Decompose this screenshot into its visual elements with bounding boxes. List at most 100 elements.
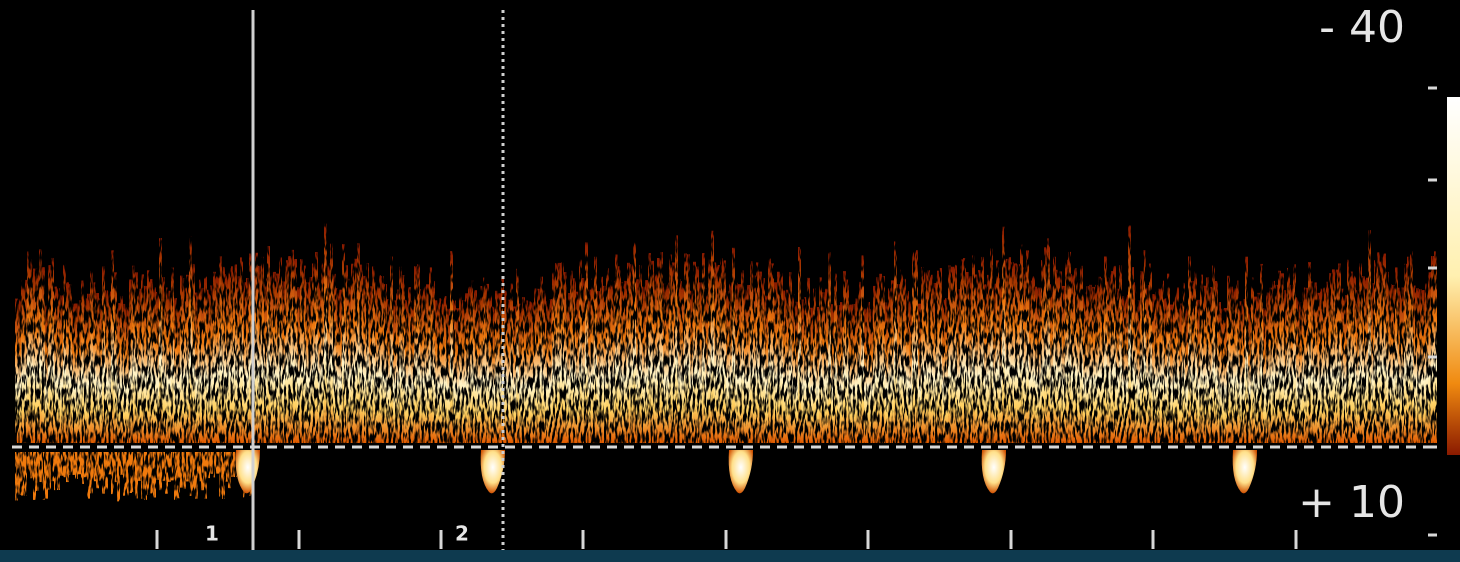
spectrum-column: [873, 286, 876, 443]
spectrum-column: [150, 452, 153, 493]
spectrum-column: [1224, 308, 1227, 443]
spectrum-column: [843, 271, 846, 443]
spectrum-column: [189, 236, 192, 443]
spectrum-column: [276, 274, 279, 443]
spectrum-column: [441, 299, 444, 443]
spectrum-column: [246, 278, 249, 443]
spectrum-column: [756, 262, 759, 443]
spectrum-column: [711, 231, 714, 443]
spectrum-column: [195, 452, 198, 499]
spectrum-column: [699, 282, 702, 443]
spectrum-column: [1056, 270, 1059, 443]
spectrum-column: [540, 277, 543, 443]
spectrum-column: [693, 262, 696, 443]
spectrum-column: [150, 279, 153, 443]
spectrum-column: [921, 267, 924, 443]
spectrum-column: [549, 299, 552, 443]
spectrum-column: [123, 304, 126, 443]
spectrum-column: [1185, 307, 1188, 443]
spectrum-column: [627, 263, 630, 443]
spectrum-column: [372, 266, 375, 443]
spectrum-column: [1311, 281, 1314, 443]
spectrum-column: [897, 284, 900, 443]
spectrum-column: [1422, 290, 1425, 443]
spectrum-column: [99, 452, 102, 481]
spectrum-column: [60, 452, 63, 476]
spectrum-column: [261, 257, 264, 443]
spectrum-column: [105, 452, 108, 491]
spectrum-column: [168, 291, 171, 443]
spectrum-column: [453, 301, 456, 443]
spectrum-column: [1173, 293, 1176, 443]
spectrum-column: [414, 266, 417, 443]
spectrum-column: [1086, 286, 1089, 443]
spectrum-column: [582, 278, 585, 443]
spectrogram-peaks: [236, 450, 1257, 493]
spectrum-column: [1254, 297, 1257, 443]
spectrum-column: [1011, 262, 1014, 443]
spectrum-column: [636, 279, 639, 443]
spectrum-column: [876, 277, 879, 443]
spectrum-column: [894, 241, 897, 443]
spectrum-column: [1176, 287, 1179, 443]
spectrum-column: [1125, 295, 1128, 443]
spectrum-column: [342, 244, 345, 443]
spectrum-column: [1425, 283, 1428, 443]
spectrum-column: [174, 452, 177, 500]
spectrum-column: [741, 270, 744, 443]
spectrum-column: [663, 283, 666, 443]
spectrum-column: [1164, 298, 1167, 443]
spectrum-column: [270, 272, 273, 443]
spectrum-column: [1308, 262, 1311, 443]
spectrum-column: [1326, 282, 1329, 443]
spectrum-column: [462, 300, 465, 443]
spectrum-column: [1395, 267, 1398, 443]
spectrum-column: [903, 279, 906, 443]
spectrum-column: [1434, 251, 1437, 443]
spectrum-column: [27, 251, 30, 443]
spectrum-column: [444, 296, 447, 443]
spectrum-column: [57, 452, 60, 490]
spectrum-column: [990, 248, 993, 443]
spectrum-column: [696, 267, 699, 443]
spectrum-column: [81, 280, 84, 443]
spectrum-column: [810, 308, 813, 443]
spectrum-column: [786, 290, 789, 443]
spectrum-column: [1146, 285, 1149, 443]
spectrum-column: [96, 452, 99, 488]
spectrum-column: [771, 263, 774, 443]
spectrum-column: [144, 286, 147, 443]
spectrum-column: [912, 252, 915, 443]
spectrum-column: [729, 283, 732, 443]
spectrum-column: [87, 452, 90, 499]
spectrum-column: [213, 272, 216, 443]
spectrum-column: [543, 291, 546, 443]
spectrum-column: [732, 248, 735, 443]
spectrum-column: [999, 278, 1002, 443]
spectrum-column: [882, 276, 885, 443]
spectrum-column: [60, 295, 63, 443]
spectrum-column: [33, 452, 36, 500]
spectrum-column: [450, 251, 453, 443]
spectrum-column: [1401, 287, 1404, 443]
spectrum-column: [1155, 292, 1158, 443]
spectrum-column: [1317, 293, 1320, 443]
spectrum-column: [708, 260, 711, 443]
spectrum-column: [378, 275, 381, 443]
spectrum-column: [585, 242, 588, 443]
spectrum-column: [339, 290, 342, 443]
spectrum-column: [681, 281, 684, 443]
spectrum-column: [516, 269, 519, 443]
spectrum-column: [1383, 254, 1386, 443]
doppler-view: - 40 + 10 1 2: [0, 0, 1460, 562]
spectrum-column: [1359, 263, 1362, 443]
spectrum-column: [759, 272, 762, 443]
spectrum-column: [96, 293, 99, 443]
spectrum-column: [519, 304, 522, 443]
spectrum-column: [99, 299, 102, 443]
spectrum-column: [195, 293, 198, 443]
peak: [982, 450, 1006, 493]
spectrum-column: [36, 268, 39, 443]
spectrum-column: [915, 250, 918, 443]
spectrum-column: [705, 288, 708, 443]
